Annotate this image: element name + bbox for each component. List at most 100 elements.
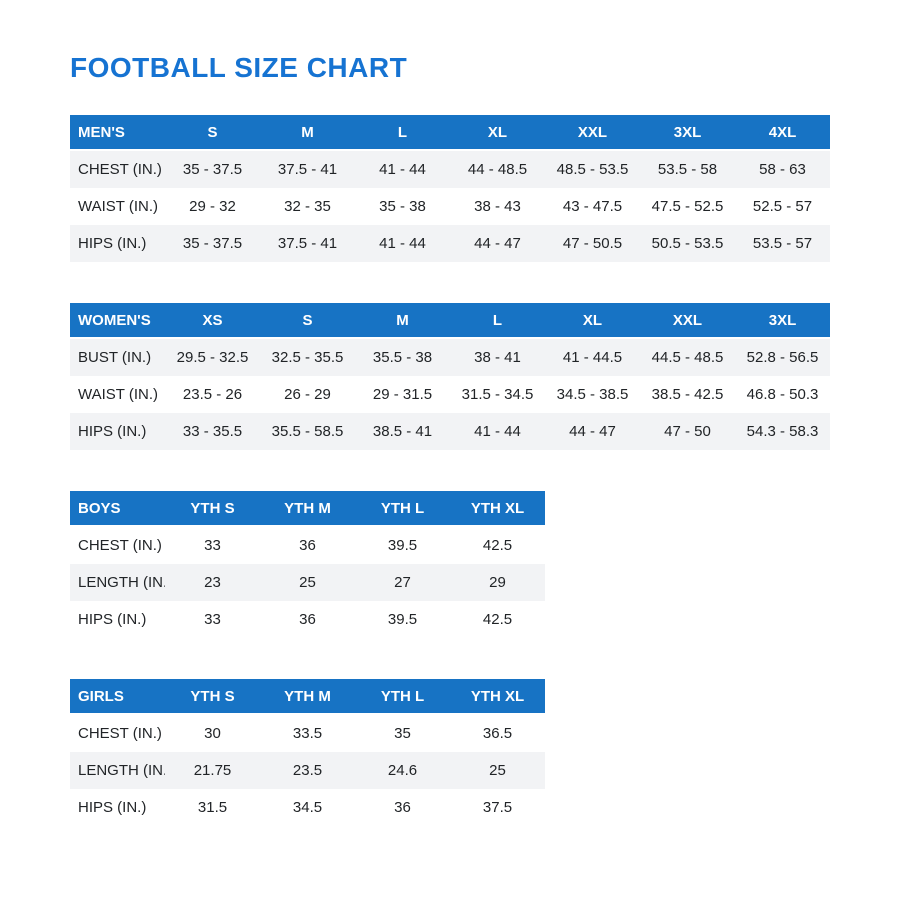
mens-value-cell: 43 - 47.5 bbox=[562, 198, 623, 215]
mens-value-cell: 37.5 - 41 bbox=[260, 151, 355, 188]
mens-value-cell: 35 - 38 bbox=[379, 198, 426, 215]
boys-row-label: LENGTH (IN.) bbox=[70, 564, 165, 601]
womens-value-cell: 46.8 - 50.3 bbox=[746, 386, 819, 403]
girls-row-label: CHEST (IN.) bbox=[78, 725, 162, 742]
mens-size-column-header: M bbox=[260, 115, 355, 151]
girls-value-cell: 23.5 bbox=[260, 752, 355, 789]
womens-value-cell: 38.5 - 42.5 bbox=[651, 386, 724, 403]
girls-row-label: LENGTH (IN.) bbox=[70, 752, 165, 789]
mens-value-cell: 35 - 37.5 bbox=[165, 225, 260, 262]
girls-size-table: GIRLS YTH S YTH M YTH L YTH XL CHEST (IN.) 30 3… bbox=[70, 679, 830, 826]
size-tables: MEN'S S M L XL XXL 3XL 4XL CHEST (IN.) 35 - 37.5 3… bbox=[70, 115, 830, 826]
boys-value-cell: 29 bbox=[450, 564, 545, 601]
mens-value-cell: 48.5 - 53.5 bbox=[545, 151, 640, 188]
womens-value-cell: 35.5 - 58.5 bbox=[260, 413, 355, 450]
size-chart-page: FOOTBALL SIZE CHART MEN'S S M L XL XXL 3XL 4XL C… bbox=[70, 52, 830, 826]
boys-size-table: BOYS YTH S YTH M YTH L YTH XL CHEST (IN.) 33 36… bbox=[70, 491, 830, 638]
womens-size-column-header: XS bbox=[165, 303, 260, 339]
mens-value-cell: 37.5 - 41 bbox=[260, 225, 355, 262]
boys-value-cell: 42.5 bbox=[482, 611, 513, 628]
girls-table-title: GIRLS bbox=[70, 679, 165, 715]
boys-value-cell: 33 bbox=[204, 611, 221, 628]
girls-value-cell: 30 bbox=[204, 725, 221, 742]
girls-value-cell: 24.6 bbox=[355, 752, 450, 789]
womens-row-label: BUST (IN.) bbox=[70, 339, 165, 376]
womens-value-cell: 29.5 - 32.5 bbox=[165, 339, 260, 376]
girls-value-cell: 31.5 bbox=[197, 799, 228, 816]
mens-row-label: HIPS (IN.) bbox=[70, 225, 165, 262]
girls-value-cell: 33.5 bbox=[292, 725, 323, 742]
womens-row-label: WAIST (IN.) bbox=[78, 386, 158, 403]
mens-value-cell: 44 - 47 bbox=[450, 225, 545, 262]
womens-size-column-header: XL bbox=[545, 303, 640, 339]
womens-value-cell: 44 - 47 bbox=[545, 413, 640, 450]
boys-size-column-header: YTH S bbox=[165, 491, 260, 527]
girls-value-cell: 35 bbox=[394, 725, 411, 742]
girls-value-cell: 36.5 bbox=[482, 725, 513, 742]
womens-size-column-header: M bbox=[355, 303, 450, 339]
girls-value-cell: 25 bbox=[450, 752, 545, 789]
mens-value-cell: 41 - 44 bbox=[355, 225, 450, 262]
boys-value-cell: 33 bbox=[204, 537, 221, 554]
mens-size-column-header: S bbox=[165, 115, 260, 151]
womens-value-cell: 41 - 44.5 bbox=[545, 339, 640, 376]
girls-size-column-header: YTH S bbox=[165, 679, 260, 715]
womens-value-cell: 44.5 - 48.5 bbox=[640, 339, 735, 376]
womens-value-cell: 34.5 - 38.5 bbox=[556, 386, 629, 403]
womens-size-table: WOMEN'S XS S M L XL XXL 3XL BUST (IN.) 29.5 - 32.… bbox=[70, 303, 830, 450]
womens-value-cell: 35.5 - 38 bbox=[355, 339, 450, 376]
mens-size-column-header: L bbox=[355, 115, 450, 151]
womens-table-title: WOMEN'S bbox=[70, 303, 165, 339]
womens-size-column-header: 3XL bbox=[735, 303, 830, 339]
girls-row-label: HIPS (IN.) bbox=[78, 799, 147, 816]
girls-size-column-header: YTH M bbox=[260, 679, 355, 715]
mens-value-cell: 52.5 - 57 bbox=[752, 198, 813, 215]
mens-size-column-header: 3XL bbox=[640, 115, 735, 151]
mens-row-label: WAIST (IN.) bbox=[78, 198, 158, 215]
womens-value-cell: 33 - 35.5 bbox=[165, 413, 260, 450]
girls-value-cell: 36 bbox=[394, 799, 411, 816]
boys-value-cell: 27 bbox=[355, 564, 450, 601]
mens-row-label: CHEST (IN.) bbox=[70, 151, 165, 188]
mens-value-cell: 32 - 35 bbox=[284, 198, 331, 215]
womens-value-cell: 47 - 50 bbox=[640, 413, 735, 450]
boys-value-cell: 25 bbox=[260, 564, 355, 601]
womens-value-cell: 41 - 44 bbox=[450, 413, 545, 450]
mens-value-cell: 41 - 44 bbox=[355, 151, 450, 188]
boys-size-column-header: YTH L bbox=[355, 491, 450, 527]
mens-value-cell: 29 - 32 bbox=[189, 198, 236, 215]
mens-value-cell: 47 - 50.5 bbox=[545, 225, 640, 262]
womens-value-cell: 26 - 29 bbox=[284, 386, 331, 403]
mens-value-cell: 58 - 63 bbox=[735, 151, 830, 188]
boys-value-cell: 39.5 bbox=[387, 537, 418, 554]
womens-size-column-header: S bbox=[260, 303, 355, 339]
girls-value-cell: 21.75 bbox=[165, 752, 260, 789]
boys-row-label: HIPS (IN.) bbox=[78, 611, 147, 628]
womens-row-label: HIPS (IN.) bbox=[70, 413, 165, 450]
mens-size-column-header: 4XL bbox=[735, 115, 830, 151]
boys-table-title: BOYS bbox=[70, 491, 165, 527]
mens-value-cell: 35 - 37.5 bbox=[165, 151, 260, 188]
mens-size-column-header: XXL bbox=[545, 115, 640, 151]
womens-value-cell: 54.3 - 58.3 bbox=[735, 413, 830, 450]
mens-size-table: MEN'S S M L XL XXL 3XL 4XL CHEST (IN.) 35 - 37.5 3… bbox=[70, 115, 830, 262]
womens-value-cell: 38 - 41 bbox=[450, 339, 545, 376]
mens-table-title: MEN'S bbox=[70, 115, 165, 151]
page-title: FOOTBALL SIZE CHART bbox=[70, 52, 408, 83]
womens-size-column-header: L bbox=[450, 303, 545, 339]
boys-size-column-header: YTH XL bbox=[450, 491, 545, 527]
boys-value-cell: 42.5 bbox=[482, 537, 513, 554]
girls-size-column-header: YTH XL bbox=[450, 679, 545, 715]
womens-value-cell: 32.5 - 35.5 bbox=[260, 339, 355, 376]
womens-value-cell: 31.5 - 34.5 bbox=[461, 386, 534, 403]
boys-value-cell: 36 bbox=[299, 611, 316, 628]
girls-size-column-header: YTH L bbox=[355, 679, 450, 715]
girls-value-cell: 37.5 bbox=[482, 799, 513, 816]
mens-value-cell: 47.5 - 52.5 bbox=[651, 198, 724, 215]
mens-value-cell: 50.5 - 53.5 bbox=[640, 225, 735, 262]
girls-value-cell: 34.5 bbox=[292, 799, 323, 816]
mens-value-cell: 53.5 - 57 bbox=[735, 225, 830, 262]
mens-size-column-header: XL bbox=[450, 115, 545, 151]
mens-value-cell: 53.5 - 58 bbox=[640, 151, 735, 188]
womens-value-cell: 52.8 - 56.5 bbox=[735, 339, 830, 376]
